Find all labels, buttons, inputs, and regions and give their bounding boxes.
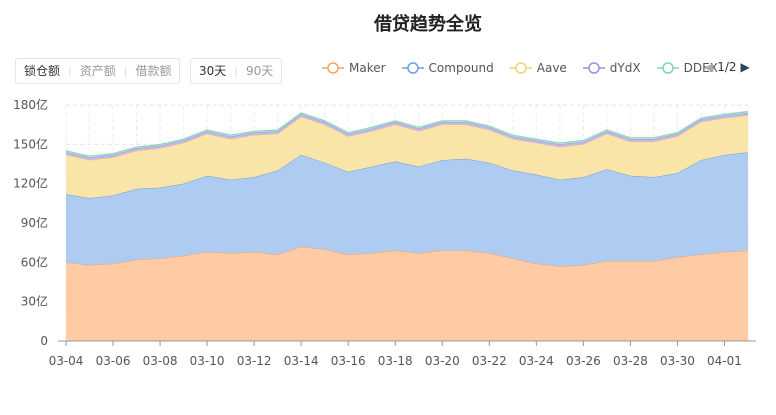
- x-tick-label: 03-20: [425, 354, 460, 368]
- x-tick-label: 03-06: [96, 354, 131, 368]
- legend-label: Aave: [536, 61, 567, 75]
- x-tick-label: 03-08: [143, 354, 178, 368]
- x-tick-label: 03-28: [613, 354, 648, 368]
- x-tick-label: 03-12: [237, 354, 272, 368]
- y-tick-label: 90亿: [21, 215, 48, 230]
- legend-page-indicator: 1/2: [717, 60, 737, 74]
- tab-separator: |: [234, 64, 238, 78]
- legend-item-compound[interactable]: Compound: [401, 61, 494, 75]
- y-tick-label: 60亿: [21, 254, 48, 269]
- y-tick-label: 150亿: [13, 136, 48, 151]
- x-tick-label: 03-14: [284, 354, 319, 368]
- x-tick-label: 03-18: [378, 354, 413, 368]
- x-tick-label: 03-24: [519, 354, 554, 368]
- legend-label: Compound: [428, 61, 494, 75]
- x-tick-label: 03-10: [190, 354, 225, 368]
- y-tick-label: 30亿: [21, 294, 48, 309]
- tab-locked-value[interactable]: 锁仓额: [24, 64, 61, 78]
- chart-title: 借贷趋势全览: [374, 14, 482, 35]
- x-tick-label: 03-30: [660, 354, 695, 368]
- legend-label: dYdX: [609, 61, 641, 75]
- chevron-right-icon[interactable]: ▶: [740, 60, 750, 74]
- legend-label: DDEX: [683, 61, 718, 75]
- area-maker: [66, 246, 748, 341]
- y-tick-label: 180亿: [13, 97, 48, 112]
- tab-asset-value[interactable]: 资产额: [79, 64, 116, 78]
- chevron-left-icon[interactable]: ◀: [704, 60, 714, 74]
- y-tick-label: 0: [40, 334, 48, 348]
- x-tick-label: 03-26: [566, 354, 601, 368]
- x-tick-label: 03-04: [49, 354, 84, 368]
- legend-item-ddex[interactable]: DDEX: [656, 61, 718, 75]
- legend-label: Maker: [349, 61, 386, 75]
- tab-borrow-value[interactable]: 借款额: [135, 64, 172, 78]
- legend-marker-icon: [401, 62, 424, 74]
- tab-30-days[interactable]: 30天: [199, 64, 227, 78]
- area-aave: [66, 115, 748, 199]
- legend-item-dydx[interactable]: dYdX: [582, 61, 641, 75]
- line-ddex: [65, 111, 749, 157]
- tab-90-days[interactable]: 90天: [246, 64, 274, 78]
- x-tick-label: 04-01: [707, 354, 742, 368]
- legend-item-maker[interactable]: Maker: [322, 61, 386, 75]
- x-tick-label: 03-16: [331, 354, 366, 368]
- y-tick-label: 120亿: [13, 176, 48, 191]
- area-compound: [66, 152, 748, 267]
- chart-legend: Maker Compound Aave dYdX DDEX: [322, 61, 734, 75]
- tab-separator: |: [123, 64, 128, 78]
- range-tab-group: 30天 | 90天: [190, 58, 283, 84]
- legend-marker-icon: [509, 62, 532, 74]
- metric-tab-group: 锁仓额 | 资产额 | 借款额: [15, 58, 181, 84]
- legend-marker-icon: [322, 62, 344, 74]
- legend-marker-icon: [582, 62, 605, 74]
- legend-marker-icon: [656, 62, 679, 74]
- legend-pager: ◀ 1/2 ▶: [704, 60, 750, 74]
- legend-item-aave[interactable]: Aave: [509, 61, 567, 75]
- x-tick-label: 03-22: [472, 354, 507, 368]
- tab-separator: |: [68, 64, 72, 78]
